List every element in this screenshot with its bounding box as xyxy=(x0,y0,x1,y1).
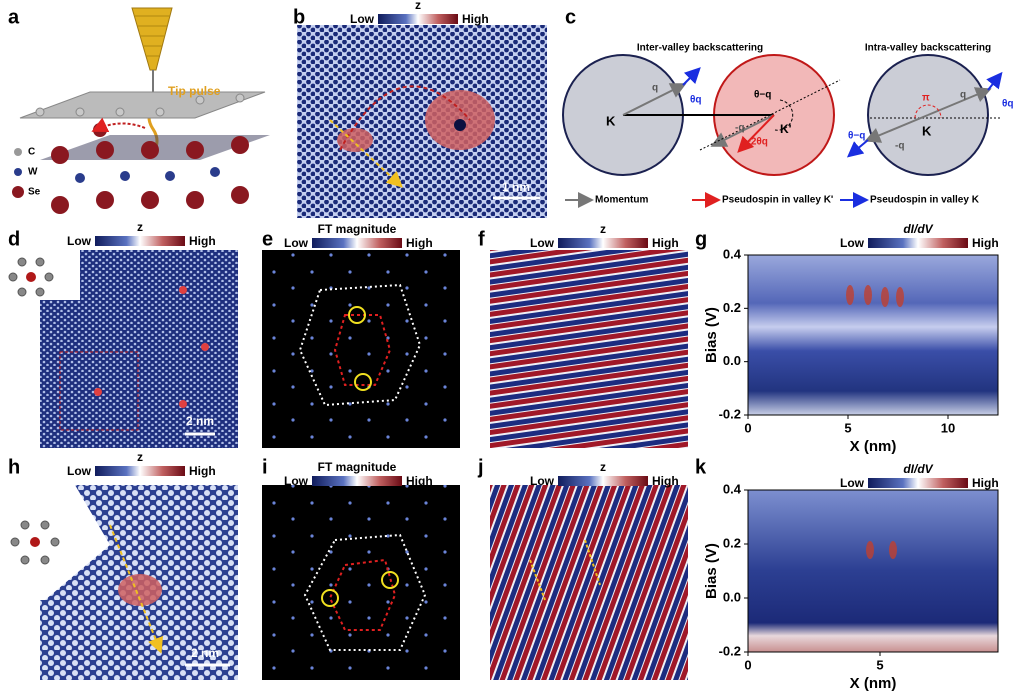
filtered-image xyxy=(490,250,688,448)
y-tick-label: 0.0 xyxy=(723,589,741,604)
colorbar-title: z xyxy=(600,222,606,236)
y-tick-label: 0.4 xyxy=(723,246,742,261)
colorbar-high: High xyxy=(652,236,679,250)
colorbar-high: High xyxy=(462,12,489,26)
colorbar-high: High xyxy=(972,476,999,490)
diagram-label: −2θq xyxy=(745,137,768,148)
colorbar-high: High xyxy=(972,236,999,250)
y-axis-label: Bias (V) xyxy=(703,543,720,599)
x-tick-label: 5 xyxy=(844,420,851,435)
colorbar-title: z xyxy=(137,450,143,464)
x-tick-label: 10 xyxy=(941,420,955,435)
legend-label: W xyxy=(28,167,38,178)
diagram-label: -q xyxy=(735,123,744,134)
panel-label: a xyxy=(8,6,20,28)
diagram-label: θq xyxy=(690,95,702,106)
colorbar xyxy=(95,236,185,246)
diagram-label: θ−q xyxy=(848,131,865,142)
colorbar-title: FT magnitude xyxy=(318,460,397,474)
figure: a Tip pulse C W Se b 1 nm c Inter-valley… xyxy=(0,0,1023,697)
diagram-label: -q xyxy=(895,141,904,152)
y-tick-label: -0.2 xyxy=(719,406,741,421)
panel-label: j xyxy=(477,456,484,478)
diagram-label: θq xyxy=(1002,99,1014,110)
y-tick-label: 0.0 xyxy=(723,353,741,368)
colorbar-title: z xyxy=(137,220,143,234)
legend-label: C xyxy=(28,147,35,158)
didv-map xyxy=(748,255,998,415)
x-tick-label: 0 xyxy=(744,420,751,435)
y-tick-label: -0.2 xyxy=(719,643,741,658)
scale-bar-label: 2 nm xyxy=(191,646,219,660)
colorbar-high: High xyxy=(652,474,679,488)
x-tick-label: 0 xyxy=(744,657,751,672)
panel-label: k xyxy=(695,456,707,478)
colorbar xyxy=(312,238,402,248)
colorbar-high: High xyxy=(189,464,216,478)
x-axis-label: X (nm) xyxy=(850,438,897,455)
colorbar-low: Low xyxy=(840,236,865,250)
diagram-label: π xyxy=(922,93,930,104)
ft-image xyxy=(262,485,460,680)
colorbar-high: High xyxy=(406,236,433,250)
diagram-label: K xyxy=(606,113,616,128)
legend-label: Pseudospin in valley K xyxy=(870,195,980,206)
colorbar-high: High xyxy=(406,474,433,488)
diagram-title: Intra-valley backscattering xyxy=(865,43,991,54)
colorbar-low: Low xyxy=(284,474,309,488)
colorbar-low: Low xyxy=(67,234,92,248)
colorbar xyxy=(378,14,458,24)
diagram-title: Inter-valley backscattering xyxy=(637,43,763,54)
panel-label: g xyxy=(695,228,707,250)
y-axis-label: Bias (V) xyxy=(703,307,720,363)
colorbar xyxy=(558,476,648,486)
legend-label: Pseudospin in valley K' xyxy=(722,195,833,206)
colorbar xyxy=(868,478,968,488)
diagram-label: K xyxy=(922,123,932,138)
y-tick-label: 0.2 xyxy=(723,535,741,550)
panel-label: d xyxy=(8,228,20,250)
colorbar xyxy=(95,466,185,476)
ft-image xyxy=(262,250,460,448)
x-tick-label: 5 xyxy=(876,657,883,672)
scale-bar-label: 2 nm xyxy=(186,414,214,428)
panel-label: b xyxy=(293,6,305,28)
colorbar-title: FT magnitude xyxy=(318,222,397,236)
colorbar-low: Low xyxy=(350,12,375,26)
colorbar-low: Low xyxy=(840,476,865,490)
diagram-label: q xyxy=(652,83,658,94)
legend-label: Se xyxy=(28,187,41,198)
colorbar-high: High xyxy=(189,234,216,248)
panel-label: f xyxy=(478,228,485,250)
panel-label: e xyxy=(262,228,273,250)
annotation: Tip pulse xyxy=(168,84,221,98)
panel-label: c xyxy=(565,6,576,28)
colorbar-low: Low xyxy=(67,464,92,478)
panel-label: i xyxy=(262,456,268,478)
diagram-label: θ−q xyxy=(754,90,771,101)
legend-label: Momentum xyxy=(595,195,648,206)
tip xyxy=(132,8,172,70)
colorbar xyxy=(558,238,648,248)
colorbar-low: Low xyxy=(284,236,309,250)
y-tick-label: 0.4 xyxy=(723,481,742,496)
colorbar-title: dI/dV xyxy=(903,462,933,476)
colorbar-low: Low xyxy=(530,474,555,488)
graphene xyxy=(20,92,265,118)
filtered-image xyxy=(490,485,688,680)
colorbar-low: Low xyxy=(530,236,555,250)
diagram-label: K' xyxy=(780,122,792,136)
y-tick-label: 0.2 xyxy=(723,300,741,315)
colorbar xyxy=(868,238,968,248)
colorbar-title: z xyxy=(600,460,606,474)
didv-map xyxy=(748,490,998,652)
colorbar xyxy=(312,476,402,486)
panel-label: h xyxy=(8,456,20,478)
scale-bar-label: 1 nm xyxy=(502,180,530,194)
x-axis-label: X (nm) xyxy=(850,675,897,692)
panel-a xyxy=(12,8,270,214)
colorbar-title: dI/dV xyxy=(903,222,933,236)
diagram-label: q xyxy=(960,90,966,101)
colorbar-title: z xyxy=(415,0,421,12)
